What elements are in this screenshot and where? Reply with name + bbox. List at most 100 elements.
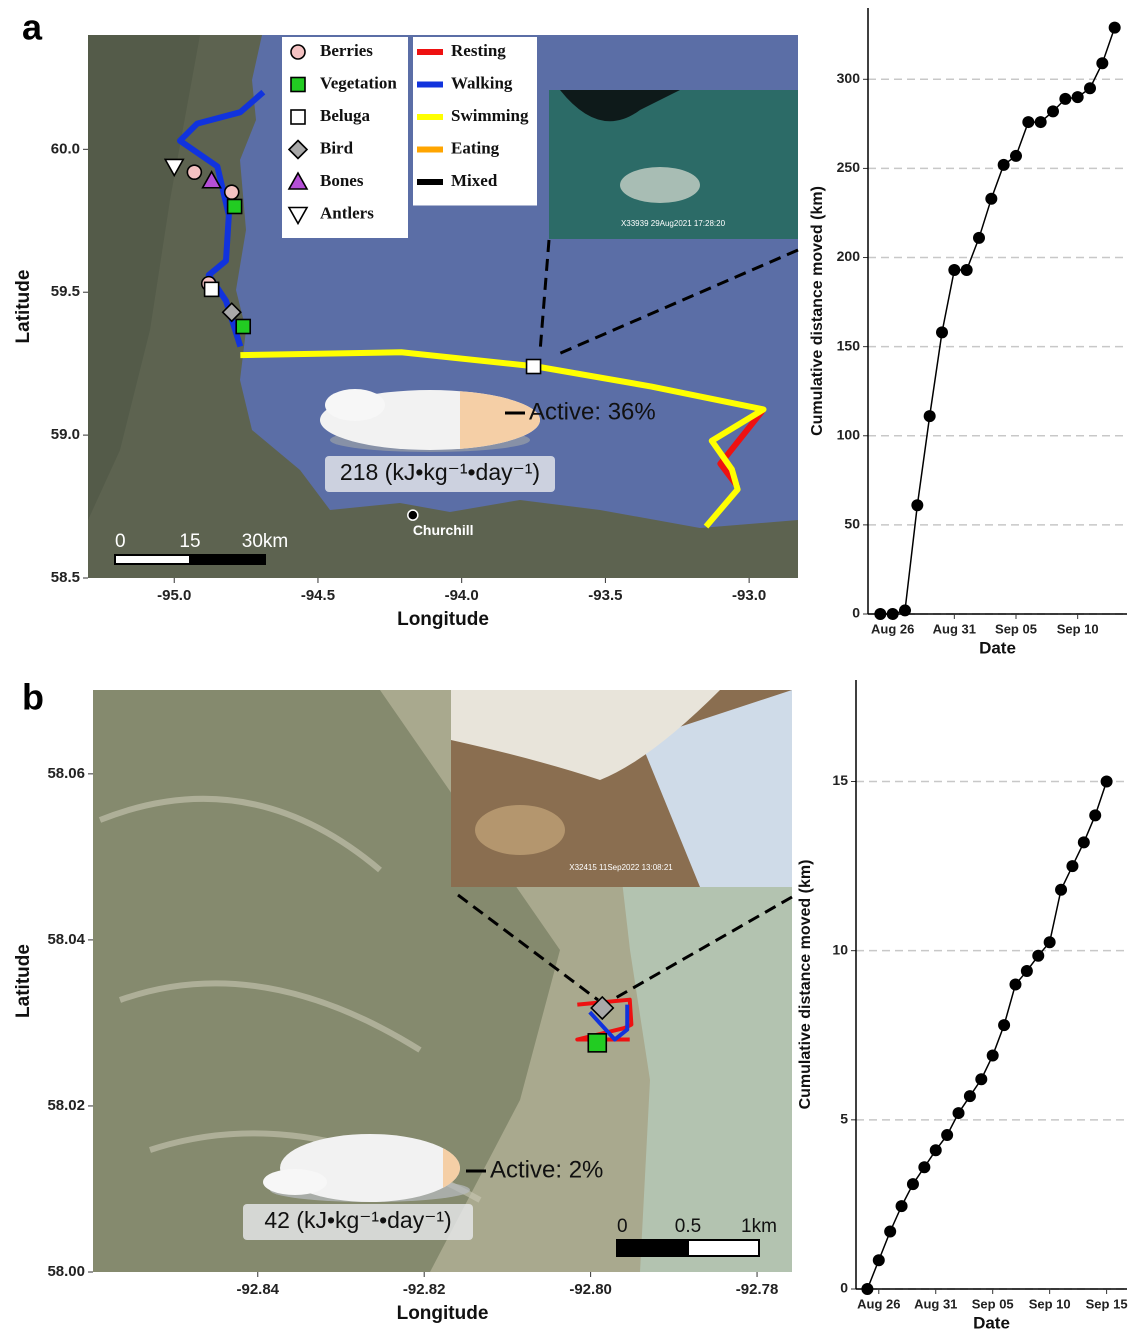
photo-caption: X32415 11Sep2022 13:08:21 <box>569 863 673 872</box>
point <box>1071 91 1084 104</box>
panel-label: b <box>22 677 44 718</box>
x-tick-label: -94.5 <box>301 587 335 604</box>
marker <box>590 995 615 1021</box>
x-tick-label: -93.0 <box>732 587 766 604</box>
x-tick-label: Aug 31 <box>933 621 976 636</box>
point <box>911 499 924 512</box>
energy-box <box>325 456 555 492</box>
x-tick-label: -92.82 <box>403 1281 446 1298</box>
x-tick-label: -92.78 <box>736 1281 779 1298</box>
legend-label: Berries <box>320 41 373 60</box>
y-tick-label: 0 <box>852 605 860 621</box>
marker <box>223 184 240 200</box>
point <box>918 1161 931 1174</box>
point <box>1108 21 1121 34</box>
track <box>588 1004 630 1042</box>
x-axis-title: Longitude <box>397 1303 489 1324</box>
legend-label: Vegetation <box>320 73 397 92</box>
point <box>936 326 948 339</box>
point <box>1100 775 1113 788</box>
point <box>1034 116 1047 129</box>
x-tick-label: Sep 15 <box>1086 1296 1128 1311</box>
point <box>975 1073 988 1086</box>
y-tick-label: 58.5 <box>51 569 80 586</box>
point <box>1084 82 1096 95</box>
scale-label: 0 <box>617 1216 628 1237</box>
point <box>923 410 936 423</box>
x-tick-label: Aug 31 <box>914 1296 957 1311</box>
point <box>1010 149 1022 162</box>
legend-label: Resting <box>451 41 506 60</box>
point <box>895 1200 908 1213</box>
y-tick-label: 100 <box>837 426 861 442</box>
point <box>973 231 985 244</box>
y-tick-label: 60.0 <box>51 140 80 157</box>
photo-caption: X33939 29Aug2021 17:28:20 <box>621 219 726 228</box>
point <box>899 604 911 617</box>
active-label: Active: 2% <box>490 1156 603 1183</box>
legend-label: Bird <box>320 138 354 157</box>
y-tick-label: 58.06 <box>47 765 85 782</box>
x-tick-label: -92.84 <box>236 1281 279 1298</box>
point <box>1089 809 1102 822</box>
point <box>985 192 998 205</box>
y-tick-label: 300 <box>837 70 861 86</box>
point <box>998 1019 1011 1032</box>
marker <box>226 198 243 215</box>
legend-label: Eating <box>451 138 500 157</box>
point <box>1047 105 1059 118</box>
y-tick-label: 58.00 <box>47 1263 85 1280</box>
point <box>1096 57 1109 70</box>
scale-label: 0 <box>115 531 126 552</box>
line <box>880 27 1116 615</box>
marker <box>203 281 220 298</box>
y-axis-title: Latitude <box>13 944 34 1018</box>
marker <box>525 358 542 375</box>
point <box>1043 936 1056 949</box>
x-tick-label: -95.0 <box>157 587 191 604</box>
y-axis-title: Cumulative distance moved (km) <box>797 860 814 1110</box>
scale-bar <box>189 554 266 565</box>
x-tick-label: Sep 05 <box>995 621 1037 636</box>
scale-label: 30km <box>242 531 288 552</box>
point <box>1059 92 1072 105</box>
y-tick-label: 10 <box>832 941 848 957</box>
point <box>874 608 887 620</box>
point <box>948 264 961 277</box>
point <box>929 1144 942 1157</box>
place-dot <box>407 509 419 521</box>
x-tick-label: -94.0 <box>445 587 479 604</box>
y-tick-label: 58.02 <box>47 1097 85 1114</box>
marker <box>287 139 309 160</box>
point <box>952 1107 965 1120</box>
point <box>1032 949 1045 962</box>
legend-label: Beluga <box>320 106 371 125</box>
marker <box>287 206 309 226</box>
point <box>1022 116 1035 129</box>
line <box>866 781 1108 1290</box>
point <box>872 1254 885 1267</box>
marker <box>163 158 185 178</box>
energy-label: 218 (kJ•kg⁻¹•day⁻¹) <box>340 459 540 485</box>
photo-inset-a <box>549 90 798 239</box>
legend-box <box>282 37 408 238</box>
legend-label: Walking <box>451 73 513 92</box>
place-label: Churchill <box>413 522 474 538</box>
marker <box>290 44 306 60</box>
marker <box>587 1033 608 1053</box>
y-tick-label: 200 <box>837 248 861 264</box>
point <box>884 1225 897 1238</box>
point <box>1009 978 1022 991</box>
y-axis-title: Latitude <box>13 270 34 344</box>
y-tick-label: 50 <box>844 516 860 532</box>
point <box>886 608 899 620</box>
y-tick-label: 250 <box>837 159 861 175</box>
x-tick-label: -93.5 <box>588 587 622 604</box>
y-tick-label: 0 <box>840 1280 848 1296</box>
scale-label: 1km <box>741 1216 777 1237</box>
x-axis-title: Longitude <box>397 609 489 630</box>
marker <box>186 164 203 180</box>
energy-label: 42 (kJ•kg⁻¹•day⁻¹) <box>264 1207 451 1233</box>
x-tick-label: Sep 05 <box>972 1296 1014 1311</box>
